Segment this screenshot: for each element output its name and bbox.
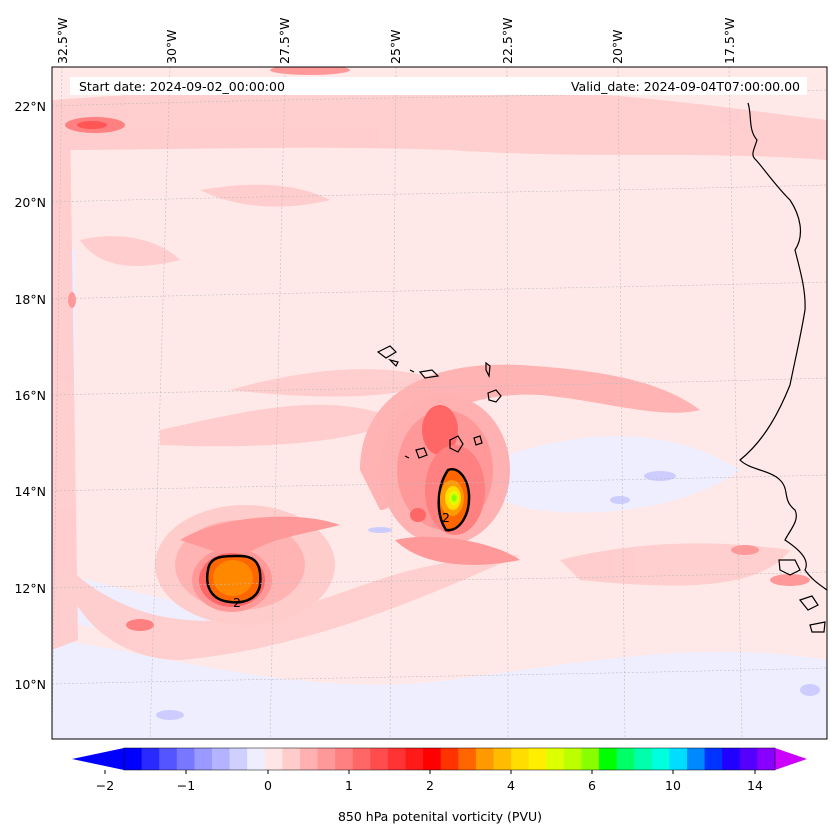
colorbar-cell [387, 748, 407, 770]
vortex-west-field [126, 505, 340, 631]
colorbar-tick-label: 2 [426, 778, 434, 793]
colorbar-cell [704, 748, 723, 770]
lon-label: 32.5°W [55, 18, 70, 64]
colorbar-cell [176, 748, 195, 770]
colorbar-cell [264, 748, 283, 770]
colorbar-tick-label: 4 [507, 778, 515, 793]
colorbar-cell [211, 748, 231, 770]
colorbar-cell [669, 748, 688, 770]
lat-label: 16°N [14, 388, 46, 403]
longitude-labels: 32.5°W 30°W 27.5°W 25°W 22.5°W 20°W 17.5… [55, 18, 737, 64]
colorbar-cell [546, 748, 565, 770]
colorbar-cell [581, 748, 600, 770]
colorbar-cell [563, 748, 582, 770]
colorbar-cell [475, 748, 494, 770]
date-strip [70, 77, 807, 95]
lat-label: 18°N [14, 292, 46, 307]
colorbar-cell [458, 748, 477, 770]
lon-label: 22.5°W [500, 18, 515, 64]
colorbar-cell [247, 748, 266, 770]
colorbar-cell [493, 748, 512, 770]
latitude-labels: 22°N 20°N 18°N 16°N 14°N 12°N 10°N [14, 99, 46, 692]
lat-label: 12°N [14, 581, 46, 596]
colorbar-cell [141, 748, 160, 770]
colorbar-label: 850 hPa potenital vorticity (PVU) [338, 809, 542, 824]
colorbar-cell [511, 748, 530, 770]
colorbar-cell [423, 748, 442, 770]
colorbar-over-arrow [775, 748, 807, 770]
colorbar-cell [739, 748, 758, 770]
colorbar-cell [722, 748, 741, 770]
start-date-text: Start date: 2024-09-02_00:00:00 [79, 79, 285, 94]
colorbar-cell [405, 748, 424, 770]
colorbar-cell [757, 748, 776, 770]
lat-label: 22°N [14, 99, 46, 114]
colorbar-tick-label: −2 [96, 778, 114, 793]
colorbar-ticks: −2 −1 0 1 2 4 6 10 14 [96, 770, 763, 793]
lon-label: 30°W [164, 29, 179, 64]
colorbar-cell [282, 748, 301, 770]
colorbar-cell [687, 748, 706, 770]
colorbar-tick-label: 1 [345, 778, 353, 793]
colorbar-cell [634, 748, 653, 770]
positive-pv-bands [52, 85, 827, 660]
contour-label: 2 [442, 510, 450, 525]
colorbar-tick-label: 0 [264, 778, 272, 793]
colorbar-cell [370, 748, 389, 770]
map-panel [52, 67, 827, 739]
colorbar-cell [194, 748, 213, 770]
positive-pv-spots [65, 67, 810, 586]
map-frame [51, 66, 828, 740]
colorbar-cell [159, 748, 178, 770]
colorbar-tick-label: −1 [177, 778, 195, 793]
colorbar-cell [616, 748, 635, 770]
colorbar-cells [124, 748, 776, 770]
negative-pv-regions [52, 250, 827, 739]
lon-label: 17.5°W [722, 18, 737, 64]
valid-date-text: Valid_date: 2024-09-04T07:00:00.00 [571, 79, 800, 94]
colorbar-cell [440, 748, 459, 770]
colorbar-cell [352, 748, 371, 770]
colorbar-cell [335, 748, 354, 770]
africa-coastline [739, 102, 827, 591]
lat-label: 10°N [14, 677, 46, 692]
colorbar-tick-label: 10 [665, 778, 681, 793]
vortex-east-field [360, 364, 700, 565]
lon-label: 20°W [610, 29, 625, 64]
lon-label: 25°W [388, 29, 403, 64]
colorbar-cell [599, 748, 618, 770]
lat-label: 20°N [14, 195, 46, 210]
colorbar-tick-label: 6 [588, 778, 596, 793]
colorbar-cell [528, 748, 547, 770]
colorbar-cell [651, 748, 670, 770]
colorbar-cell [229, 748, 248, 770]
colorbar-frame [123, 747, 776, 771]
colorbar-under-arrow [72, 748, 124, 770]
colorbar-tick-label: 14 [747, 778, 763, 793]
colorbar-cell [317, 748, 336, 770]
cape-verde-islands [376, 345, 826, 633]
colorbar: −2 −1 0 1 2 4 6 10 14 850 hPa potenital vorticit… [72, 747, 807, 824]
lat-label: 14°N [14, 484, 46, 499]
contour-label: 2 [233, 595, 241, 610]
lon-label: 27.5°W [277, 18, 292, 64]
colorbar-cell [124, 748, 143, 770]
colorbar-cell [299, 748, 319, 770]
